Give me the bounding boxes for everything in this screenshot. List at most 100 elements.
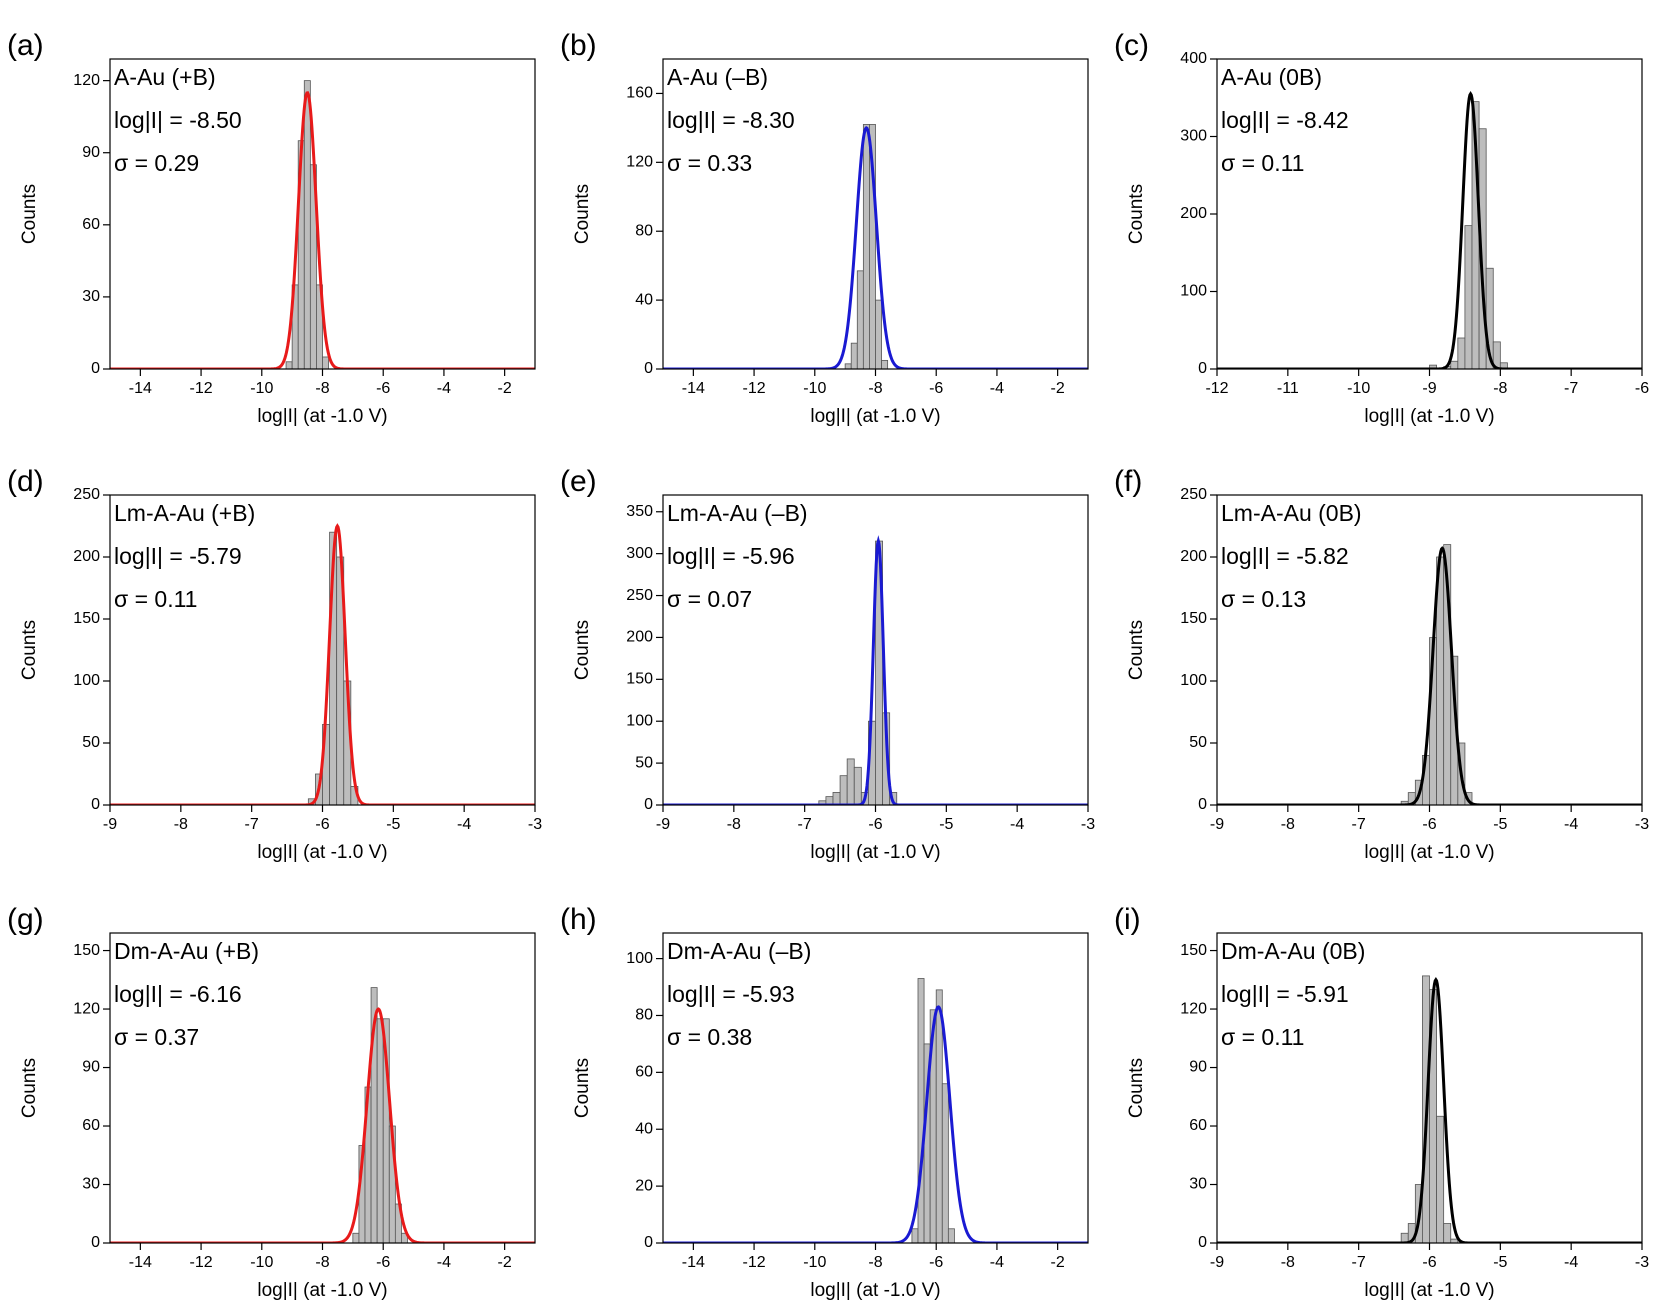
x-tick-label: -14 [129, 380, 152, 397]
y-axis-label: Counts [1126, 184, 1147, 244]
x-tick-label: -9 [103, 816, 117, 833]
bar [285, 361, 293, 370]
annotation: σ = 0.11 [114, 586, 197, 612]
y-tick-label: 350 [626, 503, 653, 520]
x-tick-label: -3 [1081, 816, 1095, 833]
x-tick-label: -6 [929, 1254, 943, 1271]
y-tick-label: 250 [73, 486, 100, 503]
x-tick-label: -2 [498, 380, 512, 397]
panel-label: (f) [1114, 465, 1142, 498]
x-tick-label: -4 [990, 1254, 1004, 1271]
y-tick-label: 120 [1180, 1000, 1207, 1017]
y-axis-label: Counts [1126, 620, 1147, 680]
y-tick-label: 100 [1180, 672, 1207, 689]
plot-frame [1216, 58, 1643, 370]
y-tick-label: 150 [73, 942, 100, 959]
x-tick-label: -4 [457, 816, 471, 833]
x-tick-label: -9 [1210, 1254, 1224, 1271]
annotation: A-Au (0B) [1221, 64, 1322, 90]
x-axis-label: log|I| (at -1.0 V) [257, 1280, 387, 1301]
y-tick-label: 160 [626, 85, 653, 102]
x-tick-label: -6 [376, 380, 390, 397]
y-tick-label: 90 [82, 144, 100, 161]
y-tick-label: 50 [1189, 734, 1207, 751]
bar [935, 989, 943, 1244]
y-tick-label: 150 [1180, 610, 1207, 627]
y-tick-label: 300 [626, 545, 653, 562]
annotation: log|I| = -6.16 [114, 981, 242, 1007]
y-tick-label: 100 [73, 672, 100, 689]
bar [856, 270, 864, 370]
annotation: A-Au (+B) [114, 64, 216, 90]
x-tick-label: -12 [743, 380, 766, 397]
x-tick-label: -4 [437, 380, 451, 397]
bar [352, 1232, 360, 1244]
y-axis-label: Counts [19, 1058, 40, 1118]
annotation: σ = 0.11 [1221, 150, 1304, 176]
x-tick-label: -6 [1422, 816, 1436, 833]
annotation: σ = 0.11 [1221, 1024, 1304, 1050]
bar [875, 299, 882, 370]
panel: -14 -12 -10 -8 -6 -4 -2 0 20 40 60 80 100 log|I| (at … [560, 903, 1089, 1301]
x-tick-label: -4 [437, 1254, 451, 1271]
y-tick-label: 30 [82, 288, 100, 305]
bar [850, 342, 858, 370]
y-tick-label: 200 [73, 548, 100, 565]
annotation: log|I| = -8.42 [1221, 107, 1349, 133]
x-tick-label: -4 [1564, 816, 1578, 833]
bar [839, 775, 848, 806]
panel: -9 -8 -7 -6 -5 -4 -3 0 50 100 150 200 250 log|I| (at … [7, 465, 542, 863]
x-tick-label: -12 [743, 1254, 766, 1271]
fit-curve [1217, 977, 1642, 1243]
x-tick-label: -3 [1635, 816, 1649, 833]
x-tick-label: -4 [990, 380, 1004, 397]
y-tick-label: 250 [1180, 486, 1207, 503]
annotation: log|I| = -8.30 [667, 107, 795, 133]
y-tick-label: 0 [644, 1234, 653, 1251]
annotation: Dm-A-Au (0B) [1221, 938, 1365, 964]
y-tick-label: 30 [1189, 1176, 1207, 1193]
x-tick-label: -8 [868, 380, 882, 397]
y-axis-label: Counts [19, 184, 40, 244]
x-tick-label: -10 [1347, 380, 1370, 397]
x-tick-label: -5 [1493, 1254, 1507, 1271]
x-axis-label: log|I| (at -1.0 V) [257, 406, 387, 427]
x-tick-label: -5 [939, 816, 953, 833]
x-tick-label: -14 [129, 1254, 152, 1271]
x-tick-label: -8 [315, 1254, 329, 1271]
annotation: log|I| = -8.50 [114, 107, 242, 133]
x-tick-label: -10 [250, 1254, 273, 1271]
y-tick-label: 60 [635, 1064, 653, 1081]
annotation: Dm-A-Au (+B) [114, 938, 259, 964]
y-tick-label: 80 [635, 222, 653, 239]
x-axis-label: log|I| (at -1.0 V) [1364, 406, 1494, 427]
x-tick-label: -3 [1635, 1254, 1649, 1271]
bar [853, 766, 862, 806]
y-tick-label: 90 [82, 1059, 100, 1076]
annotation: Lm-A-Au (0B) [1221, 500, 1362, 526]
y-tick-label: 0 [1198, 360, 1207, 377]
y-tick-label: 0 [91, 1234, 100, 1251]
panel: -14 -12 -10 -8 -6 -4 -2 0 30 60 90 120 150 log|I| (at… [7, 903, 536, 1301]
bar [917, 978, 925, 1244]
annotation: log|I| = -5.91 [1221, 981, 1349, 1007]
y-tick-label: 0 [91, 796, 100, 813]
x-tick-label: -6 [1635, 380, 1649, 397]
x-tick-label: -9 [1422, 380, 1436, 397]
x-axis-label: log|I| (at -1.0 V) [257, 842, 387, 863]
x-tick-label: -8 [1281, 1254, 1295, 1271]
x-tick-label: -6 [376, 1254, 390, 1271]
bar [911, 1228, 919, 1244]
panel: -14 -12 -10 -8 -6 -4 -2 0 30 60 90 120 log|I| (at -1… [7, 29, 536, 427]
x-tick-label: -5 [386, 816, 400, 833]
bar [322, 356, 329, 370]
x-axis-label: log|I| (at -1.0 V) [810, 406, 940, 427]
fit-curve [110, 523, 535, 805]
bar [376, 1018, 384, 1244]
fit-curve [663, 125, 1088, 369]
bar [947, 1228, 955, 1244]
panel-label: (b) [560, 29, 597, 62]
y-axis-label: Counts [572, 1058, 593, 1118]
fit-curve [110, 91, 535, 369]
